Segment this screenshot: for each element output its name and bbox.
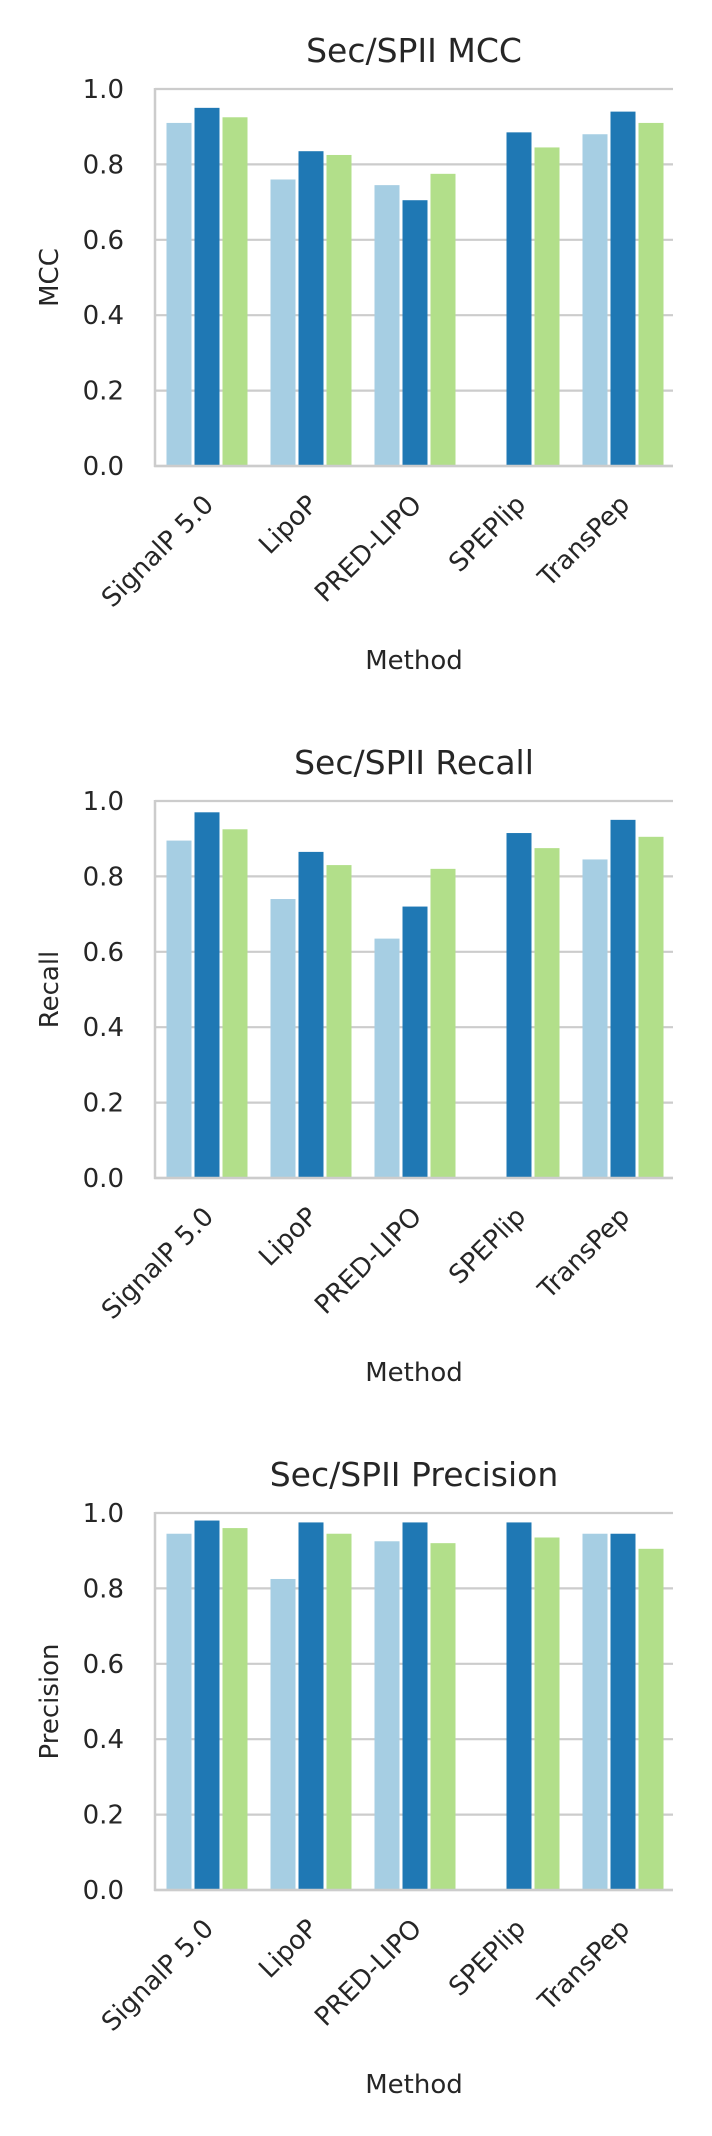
x-tick-label: PRED-LIPO [309, 1914, 428, 2033]
bar [534, 848, 560, 1178]
bar [402, 1522, 428, 1890]
chart-panel-1: 0.0 0.2 0.4 0.6 0.8 1.0 SignalP 5.0 LipoPPRED-L… [35, 31, 673, 676]
x-tick-label: SPEPlip [443, 1202, 532, 1291]
bar [582, 859, 608, 1178]
x-tick-label: TransPep [532, 490, 636, 594]
y-tick-label: 0.0 [83, 452, 124, 482]
bar [402, 200, 428, 466]
x-tick-label: PRED-LIPO [309, 1202, 428, 1321]
bar [270, 179, 296, 467]
chart-panel-2: 0.0 0.2 0.4 0.6 0.8 1.0 SignalP 5.0 LipoPPRED-L… [35, 743, 673, 1388]
y-tick-label: 0.2 [83, 377, 124, 407]
chart-title: Sec/SPII MCC [306, 31, 522, 70]
y-tick-label: 0.0 [83, 1876, 124, 1906]
bar [506, 1522, 532, 1890]
bar [270, 899, 296, 1178]
y-axis-label: Recall [35, 951, 65, 1029]
y-axis-label: Precision [35, 1643, 65, 1759]
bar [374, 185, 400, 466]
y-tick-label: 1.0 [83, 787, 124, 817]
y-tick-label: 0.6 [83, 938, 124, 968]
x-tick-label: LipoP [253, 490, 324, 561]
bar [610, 819, 636, 1178]
bar [610, 1533, 636, 1890]
x-axis-label: Method [365, 1358, 463, 1388]
bar [222, 1528, 248, 1890]
chart-panel-3: 0.0 0.2 0.4 0.6 0.8 1.0 SignalP 5.0 LipoPPRED-L… [35, 1455, 673, 2100]
bar [166, 1533, 192, 1890]
bar [270, 1578, 296, 1890]
bar [326, 1533, 352, 1890]
y-tick-label: 0.4 [83, 1013, 124, 1043]
y-tick-label: 1.0 [83, 1499, 124, 1529]
y-tick-label: 0.8 [83, 150, 124, 180]
y-tick-label: 0.4 [83, 1725, 124, 1755]
x-axis-label: Method [365, 646, 463, 676]
x-tick-label: LipoP [253, 1202, 324, 1273]
y-tick-label: 0.8 [83, 1574, 124, 1604]
bar [326, 154, 352, 466]
x-axis-label: Method [365, 2070, 463, 2100]
bar [402, 906, 428, 1178]
bar [166, 840, 192, 1178]
bar [194, 812, 220, 1178]
chart-title: Sec/SPII Precision [270, 1455, 559, 1494]
bar [374, 1541, 400, 1890]
bar [638, 836, 664, 1178]
bar [222, 117, 248, 467]
bar [534, 147, 560, 466]
bar [326, 865, 352, 1178]
bar [166, 122, 192, 467]
y-axis-label: MCC [35, 248, 65, 307]
bar [582, 1533, 608, 1890]
bar [298, 151, 324, 466]
y-tick-label: 1.0 [83, 75, 124, 105]
bar [610, 111, 636, 467]
y-tick-label: 0.2 [83, 1089, 124, 1119]
bar [638, 122, 664, 467]
x-tick-label: LipoP [253, 1914, 324, 1985]
bar [298, 851, 324, 1178]
x-tick-label: PRED-LIPO [309, 490, 428, 609]
bar [638, 1548, 664, 1890]
bar [194, 107, 220, 466]
bar [194, 1520, 220, 1890]
y-tick-label: 0.6 [83, 226, 124, 256]
y-tick-label: 0.4 [83, 301, 124, 331]
bar [430, 173, 456, 466]
bar [534, 1537, 560, 1890]
y-tick-label: 0.8 [83, 862, 124, 892]
bar [222, 829, 248, 1178]
bar [506, 132, 532, 467]
x-tick-label: SPEPlip [443, 1914, 532, 2003]
y-tick-label: 0.0 [83, 1164, 124, 1194]
x-tick-label: TransPep [532, 1914, 636, 2018]
y-tick-label: 0.2 [83, 1801, 124, 1831]
x-tick-label: TransPep [532, 1202, 636, 1306]
y-tick-label: 0.6 [83, 1650, 124, 1680]
bar [298, 1522, 324, 1890]
x-tick-label: SignalP 5.0 [96, 490, 220, 614]
x-tick-label: SPEPlip [443, 490, 532, 579]
bar [430, 868, 456, 1178]
bar [506, 833, 532, 1178]
bar [430, 1543, 456, 1890]
x-tick-label: SignalP 5.0 [96, 1914, 220, 2038]
x-tick-label: SignalP 5.0 [96, 1202, 220, 1326]
chart-title: Sec/SPII Recall [294, 743, 534, 782]
bar [374, 938, 400, 1178]
bar [582, 134, 608, 467]
